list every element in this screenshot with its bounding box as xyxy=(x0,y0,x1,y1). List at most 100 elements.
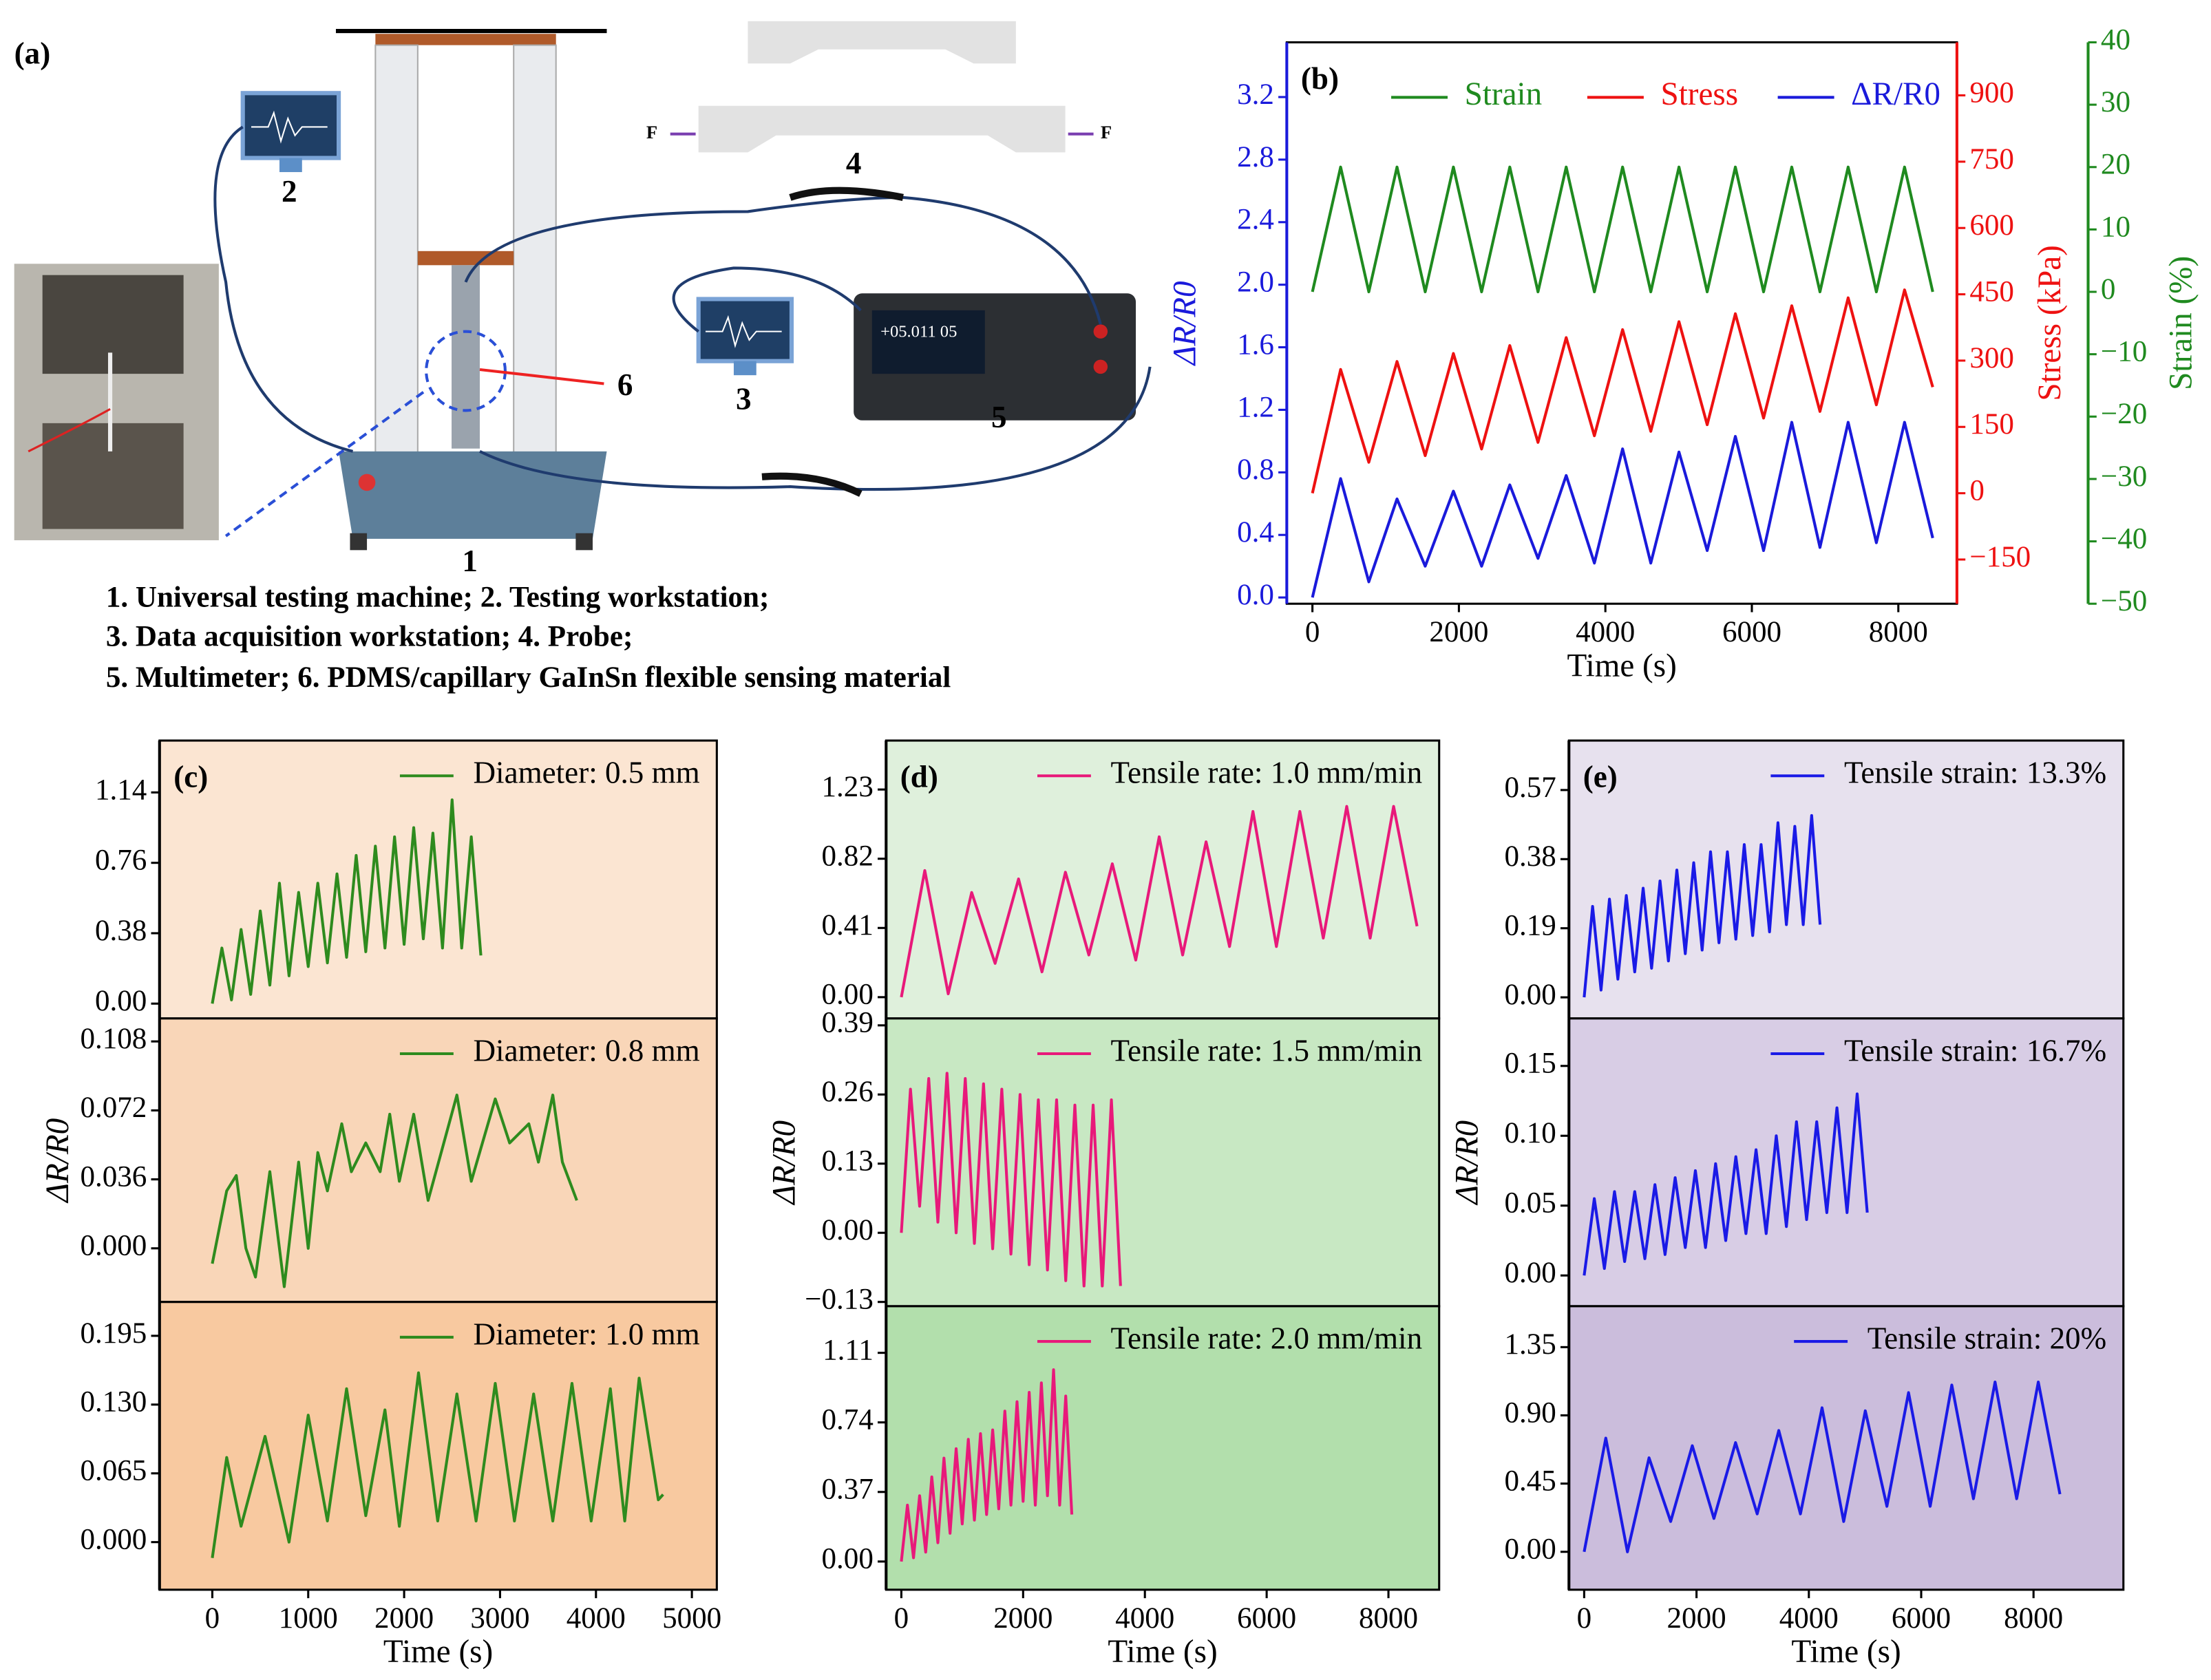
data-line xyxy=(1583,1092,1869,1276)
y-tick-label: 0.10 xyxy=(1505,1117,1556,1149)
plot-background xyxy=(159,1301,717,1590)
legend-label: Tensile rate: 1.5 mm/min xyxy=(1111,1033,1423,1067)
specimen xyxy=(698,105,1066,153)
photo-wire xyxy=(28,408,111,453)
machine-foot xyxy=(575,533,593,551)
legend-label: Tensile strain: 20% xyxy=(1868,1321,2106,1355)
terminal xyxy=(1093,359,1108,374)
y-tick-label: 0.76 xyxy=(95,844,147,877)
monitor-signal xyxy=(251,110,328,144)
y-tick-label: 0.036 xyxy=(81,1160,147,1193)
plot-frame xyxy=(1285,41,1958,605)
x-tick-label: 4000 xyxy=(1115,1602,1174,1635)
data-line xyxy=(211,1094,578,1288)
y-tick-label: 2.8 xyxy=(1237,141,1274,173)
force-label: F xyxy=(1101,122,1112,142)
machine-foot xyxy=(350,533,368,551)
y-tick-label: 0.45 xyxy=(1505,1465,1556,1497)
x-tick-label: 4000 xyxy=(1576,616,1635,648)
x-tick-label: 8000 xyxy=(1869,616,1928,648)
panel-label: (e) xyxy=(1583,760,1618,794)
legend-label: Strain xyxy=(1465,76,1543,112)
y-axis-label: ΔR/R0 xyxy=(767,1120,803,1206)
y-tick-label: 0 xyxy=(2101,273,2116,306)
y-tick-label: 0.41 xyxy=(822,909,874,942)
x-tick-label: 0 xyxy=(205,1602,220,1635)
wire xyxy=(464,195,1102,325)
y-tick-label: 1.35 xyxy=(1505,1328,1556,1361)
y-tick-label: 1.14 xyxy=(95,774,147,806)
data-line xyxy=(1311,421,1934,598)
legend-label: Tensile rate: 2.0 mm/min xyxy=(1111,1321,1423,1355)
x-axis-label: Time (s) xyxy=(1567,648,1676,683)
y-axis-label: ΔR/R0 xyxy=(1450,1120,1485,1206)
component-number: 2 xyxy=(282,174,297,209)
y-tick-label: 0.000 xyxy=(81,1524,147,1556)
y-axis-label: ΔR/R0 xyxy=(40,1118,76,1204)
machine-button xyxy=(358,474,376,491)
y-tick-label: 0.13 xyxy=(822,1145,874,1178)
caption: 3. Data acquisition workstation; 4. Prob… xyxy=(106,621,633,653)
y-tick-label: 0.000 xyxy=(81,1230,147,1262)
y-tick-label: 0.38 xyxy=(1505,840,1556,873)
setup-diagram: (a) +05.011 05 xyxy=(14,21,1152,694)
wire xyxy=(213,125,354,453)
probe xyxy=(789,187,904,201)
y-tick-label: 1.6 xyxy=(1237,328,1274,361)
x-axis-label: Time (s) xyxy=(1791,1634,1901,1670)
y-tick-label: −0.13 xyxy=(805,1284,874,1316)
legend-label: Diameter: 0.5 mm xyxy=(474,756,700,790)
y-tick-label: 0.00 xyxy=(1505,979,1556,1011)
y-tick-label: 0.90 xyxy=(1505,1396,1556,1429)
plot-background xyxy=(886,741,1439,1019)
data-line xyxy=(900,1072,1122,1288)
x-tick-label: 8000 xyxy=(1359,1602,1418,1635)
x-tick-label: 0 xyxy=(1577,1602,1592,1635)
y-tick-label: −150 xyxy=(1969,541,2031,573)
x-tick-label: 8000 xyxy=(2004,1602,2063,1635)
wire xyxy=(672,266,862,333)
panel-label: (d) xyxy=(900,760,938,794)
y-tick-label: 0.00 xyxy=(822,1543,874,1575)
monitor-signal xyxy=(705,315,782,348)
x-tick-label: 3000 xyxy=(470,1602,529,1635)
component-number: 5 xyxy=(991,400,1007,434)
y-tick-label: −40 xyxy=(2101,522,2147,555)
panel-label: (a) xyxy=(14,36,51,70)
machine-column xyxy=(374,44,419,498)
y-tick-label: 0.8 xyxy=(1237,454,1274,486)
x-tick-label: 5000 xyxy=(662,1602,721,1635)
x-tick-label: 4000 xyxy=(1779,1602,1839,1635)
x-tick-label: 0 xyxy=(1305,616,1320,648)
monitor xyxy=(696,297,794,363)
x-axis-label: Time (s) xyxy=(383,1634,493,1670)
y-tick-label: 0.57 xyxy=(1505,772,1556,804)
y-axis-label: Strain (%) xyxy=(2164,256,2199,390)
data-line xyxy=(1583,1380,2062,1553)
y-tick-label: 0.00 xyxy=(1505,1533,1556,1566)
component-number: 6 xyxy=(617,368,633,402)
y-tick-label: 0.38 xyxy=(95,915,147,947)
component-number: 1 xyxy=(462,544,478,578)
multimeter-display: +05.011 05 xyxy=(880,322,957,341)
x-tick-label: 2000 xyxy=(1429,616,1488,648)
y-tick-label: 40 xyxy=(2101,23,2130,56)
y-tick-label: 900 xyxy=(1969,76,2014,109)
probe xyxy=(761,472,863,497)
y-tick-label: 10 xyxy=(2101,211,2130,243)
caption: 5. Multimeter; 6. PDMS/capillary GaInSn … xyxy=(106,661,951,694)
y-tick-label: −20 xyxy=(2101,398,2147,430)
data-line xyxy=(211,798,483,1004)
y-tick-label: 0.065 xyxy=(81,1455,147,1487)
y-tick-label: −30 xyxy=(2101,460,2147,493)
x-tick-label: 0 xyxy=(894,1602,909,1635)
x-tick-label: 6000 xyxy=(1237,1602,1296,1635)
machine-column xyxy=(513,44,557,498)
y-tick-label: 0.108 xyxy=(81,1023,147,1055)
multimeter-screen xyxy=(871,310,985,374)
y-tick-label: 0.0 xyxy=(1237,579,1274,611)
caption: 1. Universal testing machine; 2. Testing… xyxy=(106,581,769,613)
x-axis-label: Time (s) xyxy=(1108,1634,1217,1670)
